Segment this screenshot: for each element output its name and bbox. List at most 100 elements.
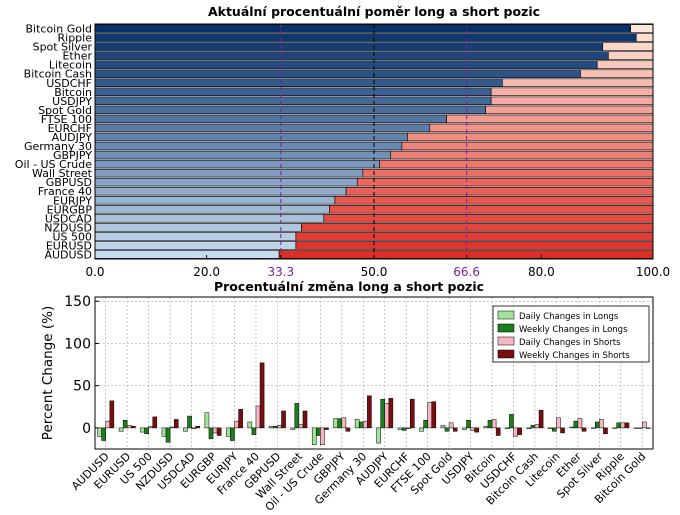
short-bar-23 xyxy=(295,232,654,241)
long-bar-1 xyxy=(94,33,637,42)
short-bar-8 xyxy=(490,96,654,106)
short-bar-1 xyxy=(635,33,654,42)
long-bar-0 xyxy=(94,24,631,33)
legend-label-2: Daily Changes in Shorts xyxy=(519,338,621,348)
category-label-17: GBPUSD xyxy=(46,176,92,189)
category-label-21: USDCAD xyxy=(45,212,92,225)
bar-series-0-5 xyxy=(204,412,210,429)
bar-series-0-11 xyxy=(333,418,338,429)
short-bar-2 xyxy=(602,42,654,51)
legend-label-1: Weekly Changes in Longs xyxy=(519,325,628,335)
long-bar-4 xyxy=(94,60,598,69)
x-tick-label-4: 66.6 xyxy=(453,265,480,279)
y-axis-label: Percent Change (%) xyxy=(40,306,56,440)
category-label-16: Wall Street xyxy=(32,167,93,180)
bar-series-0-10 xyxy=(311,427,317,446)
bar-series-0-7 xyxy=(247,421,253,429)
bar-series-1-17 xyxy=(466,420,471,429)
bar-series-3-10 xyxy=(324,427,329,430)
bar-series-0-8 xyxy=(269,425,274,429)
bar-series-0-9 xyxy=(290,427,296,430)
y-tick-label-2: 100 xyxy=(64,336,91,352)
long-bar-20 xyxy=(94,205,330,214)
bar-series-2-11 xyxy=(341,417,347,429)
bar-series-2-1 xyxy=(126,425,132,429)
bar-series-2-16 xyxy=(448,422,454,429)
long-bar-17 xyxy=(94,177,358,187)
category-label-3: Ether xyxy=(62,50,92,63)
short-bar-10 xyxy=(446,114,654,124)
x-tick-label-5: 80.0 xyxy=(528,265,555,279)
bar-series-3-22 xyxy=(581,427,587,432)
bar-series-0-23 xyxy=(590,427,596,429)
category-label-9: Spot Gold xyxy=(38,104,92,117)
bar-series-0-4 xyxy=(183,427,188,432)
short-bar-18 xyxy=(345,186,654,196)
long-bar-11 xyxy=(94,123,431,133)
x-tick-label-3: 50.0 xyxy=(361,265,388,279)
short-bar-13 xyxy=(401,141,654,151)
bar-series-3-24 xyxy=(624,422,630,429)
bar-series-2-25 xyxy=(642,421,647,429)
bar-series-2-19 xyxy=(513,427,518,437)
short-bar-5 xyxy=(580,69,654,78)
bar-series-3-17 xyxy=(474,427,479,433)
bar-series-2-10 xyxy=(320,427,325,446)
bar-series-2-4 xyxy=(191,427,196,429)
bar-series-0-13 xyxy=(376,427,381,444)
long-bar-13 xyxy=(94,141,403,151)
bar-series-1-25 xyxy=(637,427,643,429)
bar-series-1-11 xyxy=(337,418,343,429)
bar-series-2-20 xyxy=(534,424,540,429)
x-tick-label-2: 33.3 xyxy=(267,265,294,279)
long-bar-21 xyxy=(94,214,325,223)
bar-series-0-22 xyxy=(569,426,575,429)
category-label-0: Bitcoin Gold xyxy=(25,23,92,36)
bar-series-2-24 xyxy=(620,422,626,429)
long-bar-18 xyxy=(94,186,347,196)
short-bar-25 xyxy=(278,250,654,259)
bar-series-1-2 xyxy=(144,427,149,435)
category-label-24: EURUSD xyxy=(46,239,92,252)
bar-series-3-7 xyxy=(259,362,265,429)
long-bar-16 xyxy=(94,168,364,178)
bar-series-1-1 xyxy=(122,420,128,429)
bar-series-0-15 xyxy=(419,427,424,432)
category-label-12: AUDJPY xyxy=(52,131,93,144)
long-bar-9 xyxy=(94,105,486,115)
bar-series-2-5 xyxy=(212,427,218,434)
bar-series-2-0 xyxy=(105,420,111,429)
bar-series-3-16 xyxy=(452,427,458,432)
long-bar-10 xyxy=(94,114,447,124)
bar-series-3-0 xyxy=(109,400,115,429)
long-bar-2 xyxy=(94,42,604,51)
bar-series-1-7 xyxy=(251,427,257,435)
legend-label-3: Weekly Changes in Shorts xyxy=(519,351,630,361)
bar-series-0-0 xyxy=(97,427,102,437)
bar-series-1-23 xyxy=(595,421,600,429)
bar-series-1-6 xyxy=(230,427,235,441)
long-bar-12 xyxy=(94,132,408,142)
category-label-8: USDJPY xyxy=(52,95,92,108)
short-bar-11 xyxy=(429,123,654,133)
category-label-18: France 40 xyxy=(38,185,92,198)
bar-series-2-21 xyxy=(556,417,561,429)
category-label-22: NZDUSD xyxy=(44,221,92,234)
bar-series-3-2 xyxy=(152,416,158,429)
bar-series-2-13 xyxy=(384,403,390,429)
bar-series-3-8 xyxy=(281,410,286,429)
long-bar-3 xyxy=(94,51,609,60)
long-bar-19 xyxy=(94,196,336,205)
category-label-19: EURJPY xyxy=(53,194,92,207)
bar-series-0-12 xyxy=(354,419,360,429)
plot-frame-2 xyxy=(94,296,654,450)
short-bar-6 xyxy=(502,78,654,87)
bar-series-2-2 xyxy=(148,425,153,429)
category-label-5: Bitcoin Cash xyxy=(24,68,92,81)
bar-series-2-18 xyxy=(491,419,497,429)
bar-series-0-19 xyxy=(505,427,510,429)
bar-series-3-12 xyxy=(367,395,372,429)
category-label-6: USDCHF xyxy=(46,77,92,90)
bar-series-1-18 xyxy=(487,420,493,429)
